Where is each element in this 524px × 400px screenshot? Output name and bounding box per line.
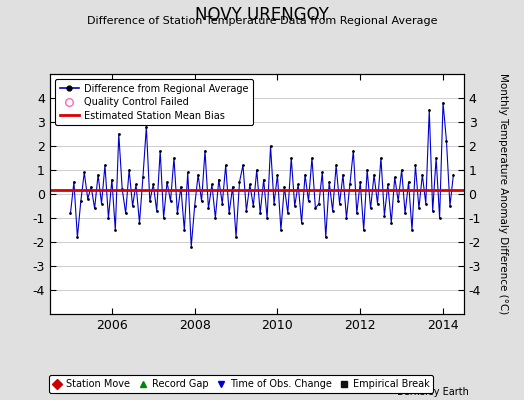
Y-axis label: Monthly Temperature Anomaly Difference (°C): Monthly Temperature Anomaly Difference (…: [498, 73, 508, 315]
Legend: Difference from Regional Average, Quality Control Failed, Estimated Station Mean: Difference from Regional Average, Qualit…: [54, 79, 253, 125]
Legend: Station Move, Record Gap, Time of Obs. Change, Empirical Break: Station Move, Record Gap, Time of Obs. C…: [49, 375, 433, 393]
Text: NOVY URENGOY: NOVY URENGOY: [195, 6, 329, 24]
Text: Berkeley Earth: Berkeley Earth: [397, 387, 469, 397]
Text: Difference of Station Temperature Data from Regional Average: Difference of Station Temperature Data f…: [87, 16, 437, 26]
